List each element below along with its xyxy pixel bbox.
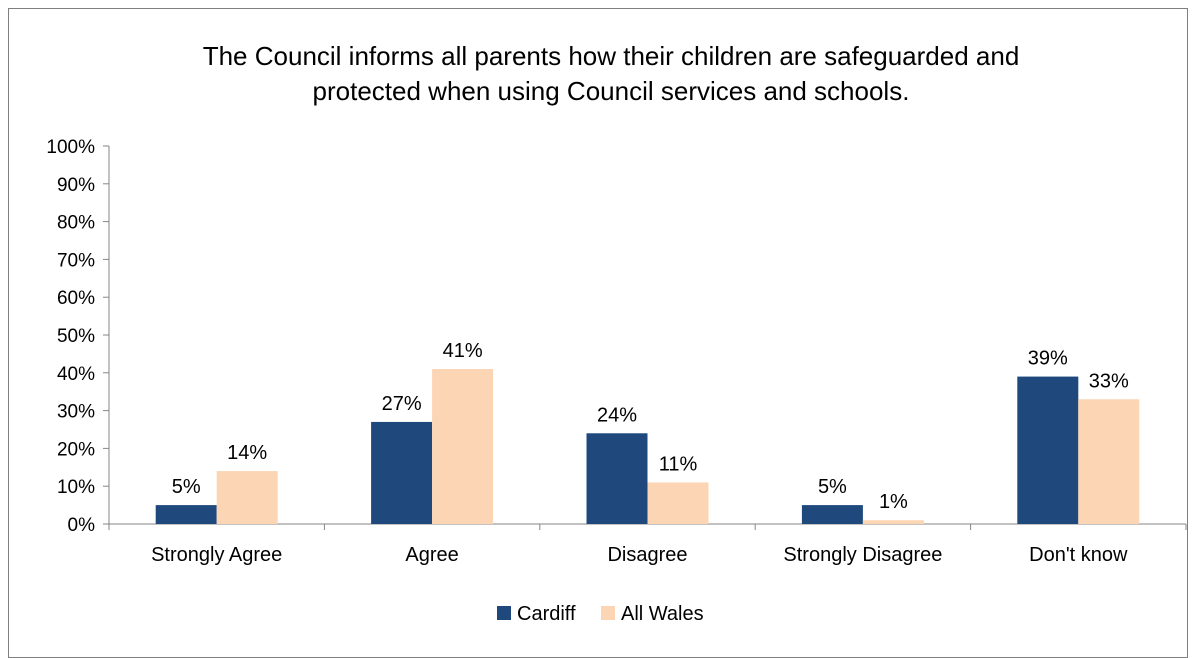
data-label: 1% [879, 491, 908, 513]
bar-cardiff [586, 433, 648, 524]
data-label: 41% [443, 340, 483, 362]
y-tick-label: 80% [57, 213, 95, 234]
x-category-label: Strongly Agree [151, 544, 282, 566]
data-labels: 5% 14% 27% 41% 24% 11% 5% 1% 39% 33% [172, 340, 1129, 513]
chart-frame: The Council informs all parents how thei… [8, 8, 1188, 658]
bar-cardiff [1017, 376, 1079, 524]
legend-swatch [601, 606, 615, 620]
data-label: 11% [659, 453, 698, 475]
y-tick-label: 60% [57, 288, 95, 309]
x-category-label: Disagree [607, 544, 687, 566]
legend-label: All Wales [621, 603, 704, 625]
data-label: 39% [1028, 348, 1068, 370]
x-category-label: Strongly Disagree [783, 544, 942, 566]
bar-all-wales [432, 369, 494, 524]
chart-title-line-2: protected when using Council services an… [313, 76, 910, 106]
y-tick-label: 30% [57, 402, 95, 423]
bar-cardiff [801, 505, 863, 524]
data-label: 24% [597, 404, 637, 426]
legend-swatch [497, 606, 511, 620]
legend: Cardiff All Wales [497, 603, 704, 625]
y-tick-label: 20% [57, 439, 95, 460]
data-label: 5% [818, 476, 847, 498]
bar-all-wales [1078, 399, 1140, 524]
data-label: 14% [227, 442, 267, 464]
y-tick-label: 70% [57, 250, 95, 271]
data-label: 33% [1089, 370, 1129, 392]
bar-cardiff [371, 421, 433, 524]
legend-label: Cardiff [517, 603, 576, 625]
x-category-label: Don't know [1029, 544, 1128, 566]
y-tick-label: 100% [46, 137, 95, 158]
y-tick-label: 50% [57, 326, 95, 347]
data-label: 27% [382, 393, 422, 415]
bar-all-wales [647, 482, 709, 524]
bar-all-wales [862, 520, 924, 524]
chart-title-line-1: The Council informs all parents how thei… [203, 41, 1020, 71]
bar-cardiff [155, 505, 217, 524]
chart-svg: The Council informs all parents how thei… [46, 41, 1187, 625]
axes: 0% 10% 20% 30% 40% 50% 60% 70% 80% 90% 100% Strongl… [46, 137, 1187, 566]
bar-all-wales [216, 471, 278, 524]
y-tick-label: 90% [57, 175, 95, 196]
chart-title: The Council informs all parents how thei… [203, 41, 1020, 106]
data-label: 5% [172, 476, 201, 498]
y-tick-label: 10% [57, 477, 95, 498]
bars [155, 369, 1140, 524]
y-tick-label: 40% [57, 364, 95, 385]
y-tick-label: 0% [68, 515, 96, 536]
x-category-label: Agree [405, 544, 458, 566]
